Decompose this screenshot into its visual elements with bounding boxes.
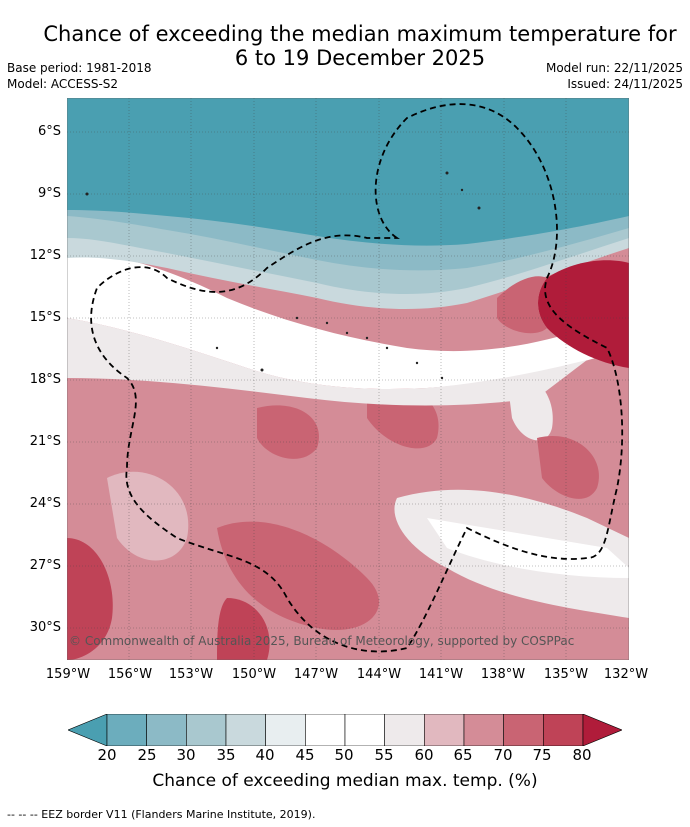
colorbar-segment bbox=[146, 714, 187, 746]
colorbar-segment bbox=[225, 714, 266, 746]
colorbar-ticks: 20 25 30 35 40 45 50 55 60 65 70 75 80 bbox=[0, 746, 690, 766]
region-hot-east bbox=[538, 260, 629, 368]
colorbar-tick: 40 bbox=[255, 746, 275, 764]
forecast-map bbox=[67, 98, 629, 660]
title-line-1: Chance of exceeding the median maximum t… bbox=[43, 22, 677, 46]
colorbar-low-extend bbox=[68, 714, 108, 746]
model-name: Model: ACCESS-S2 bbox=[7, 77, 119, 91]
region-warm-sw bbox=[67, 538, 113, 660]
base-period: Base period: 1981-2018 bbox=[7, 61, 152, 75]
colorbar-segment bbox=[106, 714, 147, 746]
lat-label: 24°S bbox=[29, 496, 61, 511]
colorbar-segment bbox=[543, 714, 584, 746]
colorbar-tick: 45 bbox=[295, 746, 315, 764]
lon-label: 156°W bbox=[107, 667, 153, 682]
colorbar-tick: 35 bbox=[216, 746, 236, 764]
lat-label: 27°S bbox=[29, 558, 61, 573]
colorbar-high-extend bbox=[582, 714, 622, 746]
lat-label: 9°S bbox=[37, 186, 61, 201]
colorbar-segment bbox=[463, 714, 504, 746]
colorbar-tick: 20 bbox=[97, 746, 117, 764]
region-warm-bottom bbox=[217, 598, 270, 660]
region-neutral-band bbox=[67, 255, 629, 389]
colorbar-segment bbox=[424, 714, 465, 746]
colorbar-tick: 50 bbox=[334, 746, 354, 764]
lat-label: 21°S bbox=[29, 434, 61, 449]
colorbar-segment bbox=[305, 714, 346, 746]
lon-label: 150°W bbox=[231, 667, 277, 682]
lat-label: 12°S bbox=[29, 248, 61, 263]
colorbar bbox=[68, 714, 622, 746]
colorbar-label: Chance of exceeding median max. temp. (%… bbox=[152, 771, 538, 791]
lon-label: 141°W bbox=[418, 667, 464, 682]
eez-legend: -- -- -- EEZ border V11 (Flanders Marine… bbox=[7, 808, 316, 821]
region-light-band bbox=[67, 318, 587, 406]
lat-label: 6°S bbox=[37, 124, 61, 139]
islands bbox=[85, 171, 481, 380]
region-warm-s bbox=[217, 521, 379, 630]
meta-left: Base period: 1981-2018 Model: ACCESS-S2 bbox=[7, 60, 152, 92]
colorbar-segment bbox=[344, 714, 385, 746]
lat-label: 30°S bbox=[29, 620, 61, 635]
copyright-notice: © Commonwealth of Australia 2025, Bureau… bbox=[69, 634, 575, 648]
colorbar-tick: 60 bbox=[414, 746, 434, 764]
lon-label: 144°W bbox=[356, 667, 402, 682]
meta-right: Model run: 22/11/2025 Issued: 24/11/2025 bbox=[546, 60, 683, 92]
lon-label: 147°W bbox=[293, 667, 339, 682]
lon-label: 153°W bbox=[168, 667, 214, 682]
map-title: Chance of exceeding the median maximum t… bbox=[40, 22, 680, 70]
colorbar-tick: 65 bbox=[453, 746, 473, 764]
colorbar-tick: 80 bbox=[572, 746, 592, 764]
lat-label: 18°S bbox=[29, 372, 61, 387]
colorbar-segment bbox=[265, 714, 306, 746]
colorbar-tick: 25 bbox=[137, 746, 157, 764]
colorbar-tick: 55 bbox=[374, 746, 394, 764]
region-warm-east-edge bbox=[497, 276, 547, 334]
colorbar-tick: 75 bbox=[532, 746, 552, 764]
colorbar-tick: 70 bbox=[493, 746, 513, 764]
lat-label: 15°S bbox=[29, 310, 61, 325]
lon-label: 132°W bbox=[603, 667, 649, 682]
graticule bbox=[67, 98, 629, 660]
lon-label: 135°W bbox=[543, 667, 589, 682]
lon-label: 159°W bbox=[45, 667, 91, 682]
model-run: Model run: 22/11/2025 bbox=[545, 61, 683, 75]
colorbar-segment bbox=[186, 714, 227, 746]
title-line-2: 6 to 19 December 2025 bbox=[234, 46, 486, 70]
colorbar-segment bbox=[503, 714, 544, 746]
colorbar-tick: 30 bbox=[176, 746, 196, 764]
colorbar-segment bbox=[384, 714, 425, 746]
lon-label: 138°W bbox=[480, 667, 526, 682]
issued-date: Issued: 24/11/2025 bbox=[567, 77, 683, 91]
region-cool-1 bbox=[67, 98, 629, 246]
region-warm-mid bbox=[257, 405, 319, 459]
eez-border bbox=[90, 103, 624, 653]
region-warm-e bbox=[537, 436, 599, 499]
